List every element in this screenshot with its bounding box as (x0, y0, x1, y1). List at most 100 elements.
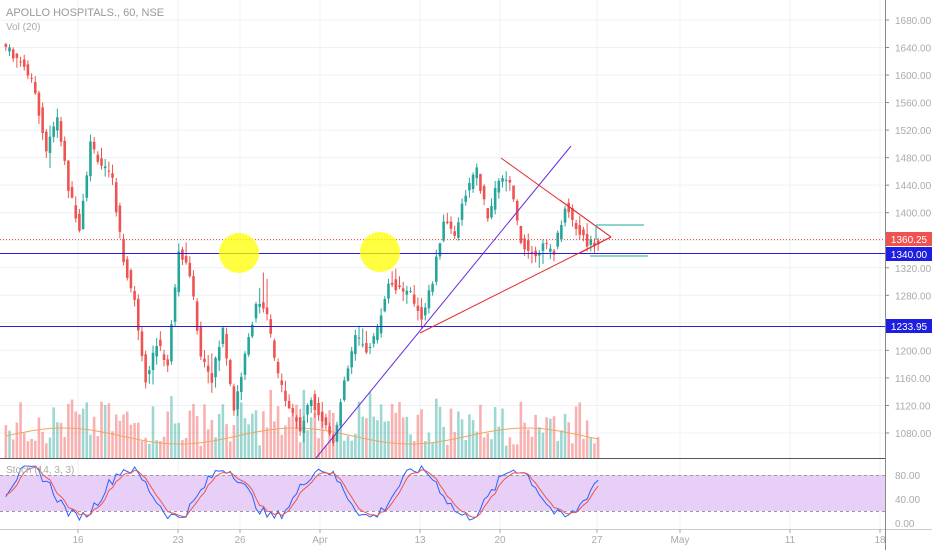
candle-body (74, 205, 78, 219)
volume-bar (438, 406, 442, 458)
triangle-lower-line-2[interactable] (579, 236, 612, 254)
volume-bar (19, 402, 22, 458)
volume-bar (166, 411, 170, 458)
triangle-lower-line[interactable] (419, 236, 612, 334)
volume-bar (401, 417, 405, 458)
candle-body (22, 59, 26, 67)
volume-bar (538, 427, 541, 458)
volume-bar (188, 410, 192, 458)
candle-body (258, 304, 261, 307)
volume-bar (78, 414, 81, 458)
highlight-circle-2[interactable] (360, 232, 400, 272)
volume-bar (504, 445, 508, 458)
volume-bar (173, 423, 177, 458)
volume-bar (295, 404, 298, 458)
candle-body (479, 173, 482, 191)
volume-bar (387, 421, 390, 458)
price-marker-last-label: 1360.25 (891, 235, 928, 246)
candle-body (324, 417, 328, 426)
time-tick-label: 26 (234, 535, 246, 546)
volume-bar (85, 402, 89, 458)
volume-bar (423, 441, 427, 458)
volume-bar (471, 420, 475, 458)
volume-bar (103, 404, 107, 458)
candle-body (52, 126, 55, 137)
volume-bar (446, 444, 449, 458)
candle-body (365, 343, 368, 353)
volume-bar (45, 443, 48, 458)
volume-bar (343, 440, 346, 458)
time-tick-label: 18 (874, 535, 886, 546)
candle-body (387, 283, 390, 299)
price-marker-1233: 1233.95 (886, 319, 932, 333)
volume-bar (320, 413, 324, 458)
volume-bar (582, 438, 585, 458)
price-marker-last-bg (886, 232, 932, 246)
candle-body (486, 208, 490, 219)
volume-bar (383, 421, 387, 458)
candle-body (368, 347, 372, 349)
price-marker-1340-bg (886, 247, 932, 261)
candle-body (519, 226, 523, 243)
stoch-axis[interactable]: 80.00 40.00 0.00 (895, 471, 920, 530)
price-tick-label: 1600.00 (895, 71, 932, 82)
candle-body (19, 61, 22, 63)
candle-body (173, 287, 177, 322)
candle-body (497, 180, 501, 193)
candle-body (328, 426, 331, 434)
volume-bar (144, 437, 147, 458)
candle-body (11, 49, 15, 59)
price-tick-label: 1160.00 (895, 374, 931, 385)
volume-bar (545, 417, 548, 458)
volume-bar (541, 432, 545, 458)
volume-bar (96, 435, 100, 458)
candle-body (420, 307, 423, 320)
stoch-d-line (5, 466, 599, 518)
volume-bar (162, 436, 166, 458)
stoch-tick-label: 40.00 (895, 495, 920, 506)
volume-bar (276, 406, 280, 458)
candle-body (265, 307, 269, 315)
candle-body (70, 187, 74, 198)
candle-body (530, 251, 534, 254)
candle-body (225, 333, 228, 359)
time-tick-label: 16 (72, 535, 84, 546)
candle-body (41, 107, 44, 133)
candle-body (464, 195, 468, 202)
candle-body (4, 44, 8, 47)
price-tick-label: 1200.00 (895, 346, 932, 357)
volume-bar (526, 429, 530, 458)
candle-body (166, 359, 170, 366)
candle-body (401, 288, 405, 292)
volume-bar (549, 418, 552, 458)
volume-bar (350, 440, 353, 458)
volume-bar (56, 422, 59, 458)
candle-body (585, 234, 589, 247)
volume-bar (236, 391, 239, 458)
candle-body (133, 290, 136, 300)
volume-bar (225, 424, 228, 458)
candle-body (280, 380, 284, 385)
candle-body (103, 166, 107, 169)
highlight-circle-1[interactable] (219, 233, 259, 273)
time-tick-label: Apr (312, 535, 328, 546)
uptrend-line[interactable] (315, 145, 572, 459)
price-tick-label: 1440.00 (895, 181, 932, 192)
candle-body (251, 324, 254, 337)
volume-bar (567, 422, 571, 458)
volume-bar (37, 417, 41, 458)
candle-body (512, 185, 515, 200)
volume-bar (214, 437, 217, 458)
time-axis[interactable]: 16 23 26 Apr 13 20 27 May 11 18 (72, 529, 886, 546)
volume-bar (578, 402, 582, 458)
volume-bar (298, 442, 302, 458)
time-tick-label: 13 (414, 535, 426, 546)
candle-body (552, 250, 556, 255)
candle-body (170, 324, 173, 362)
candle-body (482, 186, 486, 200)
volume-bar (534, 414, 537, 458)
volume-bar (118, 420, 122, 458)
candle-body (262, 302, 265, 309)
triangle-upper-line-2[interactable] (559, 199, 612, 238)
